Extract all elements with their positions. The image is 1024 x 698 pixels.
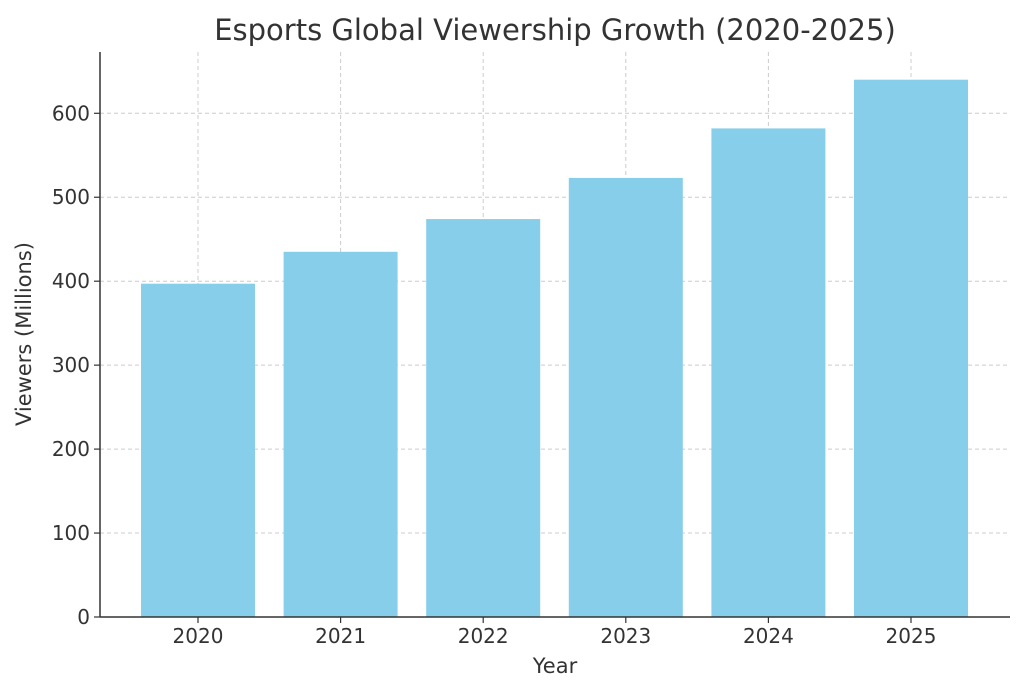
x-axis-label: Year bbox=[532, 654, 578, 678]
y-tick-label: 0 bbox=[77, 605, 90, 629]
y-tick-label: 400 bbox=[52, 269, 90, 293]
bar-2025 bbox=[854, 79, 968, 618]
x-tick-label: 2021 bbox=[315, 624, 366, 648]
x-tick-label: 2025 bbox=[886, 624, 937, 648]
y-axis-label: Viewers (Millions) bbox=[12, 242, 36, 426]
bars bbox=[141, 79, 968, 618]
bar-2024 bbox=[711, 128, 826, 617]
bar-2023 bbox=[568, 177, 683, 617]
x-ticks: 2020 2021 2022 2023 2024 2025 bbox=[173, 617, 937, 648]
x-tick-label: 2023 bbox=[600, 624, 651, 648]
y-ticks: 0 100 200 300 400 500 600 bbox=[52, 101, 100, 629]
y-tick-label: 600 bbox=[52, 101, 90, 125]
x-tick-label: 2022 bbox=[458, 624, 509, 648]
bar-2020 bbox=[141, 283, 255, 617]
bar-2021 bbox=[283, 251, 398, 618]
x-tick-label: 2020 bbox=[173, 624, 224, 648]
y-tick-label: 500 bbox=[52, 185, 90, 209]
y-tick-label: 200 bbox=[52, 437, 90, 461]
bar-2022 bbox=[426, 219, 541, 618]
chart-title: Esports Global Viewership Growth (2020-2… bbox=[214, 13, 896, 47]
axes bbox=[99, 52, 1010, 618]
x-tick-label: 2024 bbox=[743, 624, 794, 648]
y-tick-label: 300 bbox=[52, 353, 90, 377]
y-tick-label: 100 bbox=[52, 521, 90, 545]
